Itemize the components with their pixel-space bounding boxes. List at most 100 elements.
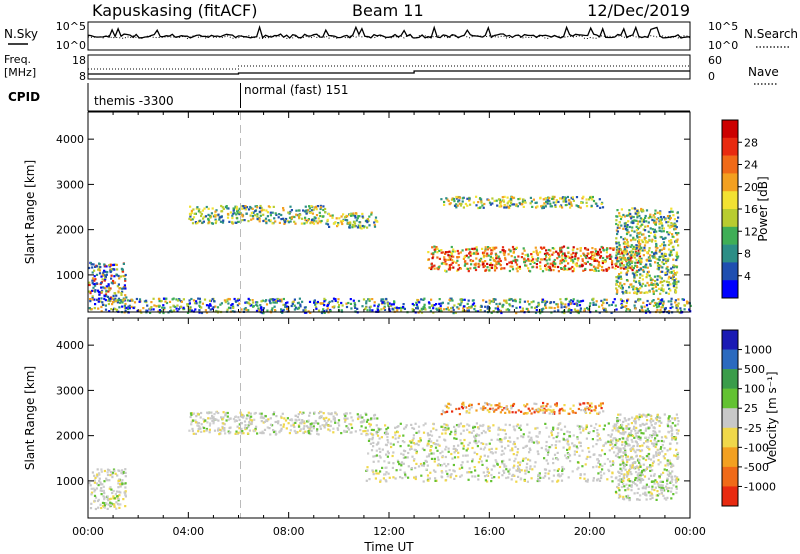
data-point — [337, 298, 340, 301]
data-point — [331, 305, 334, 309]
data-point — [437, 458, 440, 461]
data-point — [383, 302, 386, 305]
data-point — [582, 402, 585, 405]
data-point — [666, 265, 669, 269]
data-point — [444, 269, 447, 272]
data-point — [341, 219, 345, 222]
data-point — [667, 277, 670, 280]
data-point — [656, 267, 659, 270]
data-point — [474, 266, 477, 269]
data-point — [106, 271, 109, 274]
data-point — [106, 468, 110, 471]
data-point — [651, 255, 654, 258]
data-point — [529, 459, 532, 462]
data-point — [619, 217, 623, 221]
data-point — [644, 214, 647, 218]
data-point — [284, 305, 287, 308]
data-point — [527, 255, 530, 258]
data-point — [672, 493, 675, 496]
data-point — [384, 443, 388, 446]
data-point — [636, 459, 640, 462]
data-point — [614, 490, 618, 493]
data-point — [645, 498, 648, 501]
data-point — [483, 254, 486, 257]
data-point — [504, 447, 507, 450]
data-point — [504, 250, 507, 253]
data-point — [308, 205, 311, 208]
data-point — [207, 213, 210, 216]
data-point — [618, 438, 621, 441]
data-point — [638, 498, 641, 501]
data-point — [518, 463, 521, 467]
data-point — [513, 256, 516, 259]
data-point — [400, 309, 403, 312]
data-point — [285, 302, 288, 305]
data-point — [634, 261, 637, 264]
data-point — [639, 249, 642, 252]
data-point — [660, 230, 663, 233]
data-point — [128, 299, 132, 302]
data-point — [492, 424, 495, 427]
data-point — [564, 439, 567, 442]
data-point — [647, 455, 650, 458]
data-point — [259, 431, 262, 434]
data-point — [253, 430, 256, 433]
data-point — [440, 470, 443, 473]
data-point — [677, 298, 680, 301]
data-point — [481, 463, 484, 466]
data-point — [98, 473, 101, 476]
data-point — [576, 309, 579, 312]
data-point — [486, 262, 489, 265]
data-point — [282, 308, 285, 311]
data-point — [639, 262, 642, 266]
data-point — [619, 463, 622, 466]
data-point — [414, 443, 417, 446]
data-point — [635, 245, 638, 248]
data-point — [491, 263, 494, 267]
data-point — [245, 206, 249, 209]
data-point — [467, 256, 470, 259]
data-point — [145, 299, 148, 302]
data-point — [639, 225, 642, 228]
data-point — [620, 277, 623, 280]
data-point — [226, 415, 229, 418]
data-point — [530, 438, 533, 441]
data-point — [674, 227, 677, 231]
data-point — [121, 472, 124, 475]
data-point — [506, 263, 509, 266]
data-point — [378, 437, 381, 440]
data-point — [341, 222, 344, 226]
data-point — [352, 212, 355, 215]
data-point — [672, 258, 675, 261]
data-point — [328, 429, 332, 432]
data-point — [104, 278, 107, 281]
data-point — [495, 253, 498, 256]
data-point — [658, 264, 661, 267]
data-point — [649, 227, 652, 230]
data-point — [659, 210, 662, 213]
data-point — [464, 260, 467, 263]
data-point — [286, 305, 289, 308]
data-point — [635, 265, 638, 268]
data-point — [637, 249, 640, 252]
data-point — [426, 464, 429, 467]
data-point — [203, 207, 206, 210]
data-point — [392, 462, 395, 465]
data-point — [544, 475, 547, 478]
data-point — [670, 267, 673, 270]
data-point — [574, 252, 577, 255]
data-point — [544, 448, 547, 451]
data-point — [579, 254, 583, 258]
data-point — [670, 207, 673, 210]
data-point — [667, 248, 671, 251]
data-point — [323, 300, 326, 303]
data-point — [674, 436, 678, 439]
data-point — [644, 216, 647, 220]
data-point — [118, 287, 121, 290]
data-point — [305, 420, 309, 423]
data-point — [508, 298, 511, 301]
data-point — [455, 206, 458, 209]
data-point — [651, 228, 654, 231]
data-point — [153, 304, 156, 307]
data-point — [673, 228, 676, 231]
